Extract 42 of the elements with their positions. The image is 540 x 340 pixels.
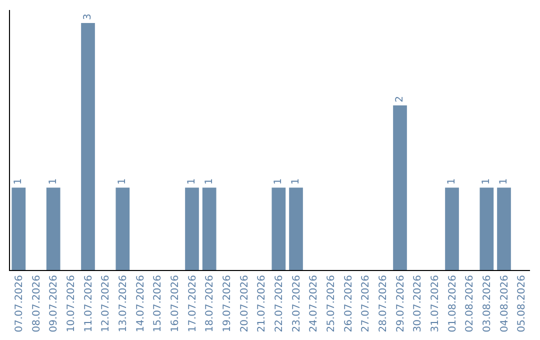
x-tick-label: 23.07.2026	[291, 275, 302, 332]
x-tick-label: 10.07.2026	[66, 275, 77, 332]
x-tick-label: 31.07.2026	[430, 275, 441, 332]
x-tick-label: 12.07.2026	[100, 275, 112, 332]
x-tick-label: 16.07.2026	[170, 275, 181, 332]
x-tick-label: 29.07.2026	[395, 275, 406, 332]
data-label: 1	[446, 178, 458, 185]
data-label: 2	[394, 96, 406, 102]
x-tick-label: 05.08.2026	[516, 275, 528, 332]
data-label: 1	[13, 178, 24, 185]
x-tick-label: 15.07.2026	[152, 275, 164, 332]
x-tick-label: 17.07.2026	[187, 275, 198, 332]
x-tick-label: 20.07.2026	[239, 275, 250, 332]
x-tick-label: 09.07.2026	[48, 275, 60, 332]
x-tick-label: 13.07.2026	[118, 275, 129, 332]
x-tick-label: 21.07.2026	[256, 275, 268, 332]
x-tick-label: 25.07.2026	[326, 275, 337, 332]
x-tick-label: 11.07.2026	[83, 275, 94, 332]
x-tick-label: 26.07.2026	[343, 275, 354, 332]
x-tick-label: 30.07.2026	[412, 275, 424, 332]
data-label: 1	[481, 178, 492, 185]
x-tick-label: 01.08.2026	[447, 275, 458, 332]
x-tick-label: 18.07.2026	[204, 275, 216, 332]
x-tick-label: 27.07.2026	[360, 275, 372, 332]
x-tick-label: 28.07.2026	[378, 275, 389, 332]
data-label: 1	[498, 178, 510, 185]
data-label: 1	[273, 178, 284, 185]
x-tick-label: 24.07.2026	[308, 275, 320, 332]
x-tick-label: 19.07.2026	[222, 275, 233, 332]
x-tick-label: 22.07.2026	[274, 275, 285, 332]
x-tick-label: 02.08.2026	[464, 275, 476, 332]
x-tick-label: 08.07.2026	[31, 275, 42, 332]
data-label: 1	[290, 178, 302, 185]
x-tick-label: 14.07.2026	[135, 275, 146, 332]
x-tick-label: 04.08.2026	[499, 275, 510, 332]
x-tick-label: 07.07.2026	[14, 275, 25, 332]
x-tick-label: 03.08.2026	[482, 275, 493, 332]
data-label: 1	[117, 178, 128, 185]
data-label: 1	[186, 178, 198, 185]
data-label: 1	[48, 178, 59, 185]
data-label: 1	[204, 178, 215, 185]
data-label: 3	[82, 14, 94, 20]
